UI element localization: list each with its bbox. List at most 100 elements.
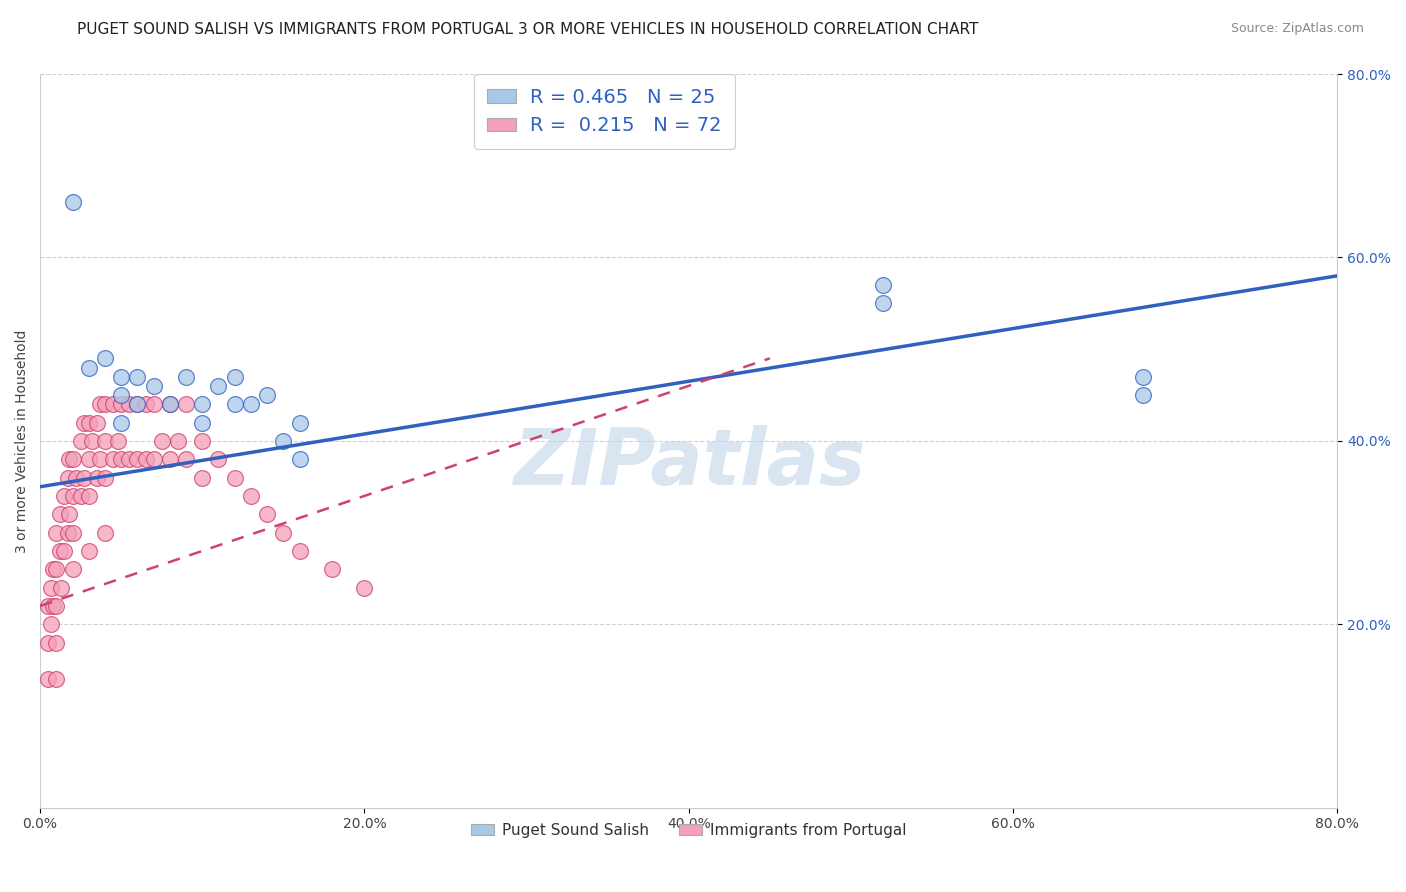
Point	[62, 525, 84, 540]
Point	[42, 599, 65, 613]
Legend: Puget Sound Salish, Immigrants from Portugal: Puget Sound Salish, Immigrants from Port…	[465, 817, 912, 844]
Point	[288, 416, 311, 430]
Point	[207, 452, 229, 467]
Point	[41, 581, 63, 595]
Point	[142, 452, 165, 467]
Point	[273, 434, 295, 448]
Point	[174, 369, 197, 384]
Point	[45, 673, 67, 687]
Point	[53, 489, 76, 503]
Point	[94, 434, 117, 448]
Point	[127, 369, 149, 384]
Text: Source: ZipAtlas.com: Source: ZipAtlas.com	[1230, 22, 1364, 36]
Point	[69, 489, 91, 503]
Point	[353, 581, 375, 595]
Point	[273, 525, 295, 540]
Point	[224, 397, 246, 411]
Point	[86, 470, 108, 484]
Point	[77, 544, 100, 558]
Point	[191, 416, 214, 430]
Point	[118, 452, 141, 467]
Point	[51, 581, 73, 595]
Point	[94, 470, 117, 484]
Point	[37, 635, 59, 649]
Point	[94, 351, 117, 366]
Point	[134, 397, 156, 411]
Point	[207, 379, 229, 393]
Point	[89, 397, 111, 411]
Point	[45, 562, 67, 576]
Point	[80, 434, 103, 448]
Point	[1132, 388, 1154, 402]
Point	[65, 470, 87, 484]
Point	[872, 296, 894, 310]
Point	[62, 195, 84, 210]
Point	[191, 434, 214, 448]
Point	[288, 452, 311, 467]
Point	[58, 508, 80, 522]
Point	[167, 434, 190, 448]
Point	[45, 525, 67, 540]
Point	[118, 397, 141, 411]
Point	[159, 397, 181, 411]
Point	[73, 416, 96, 430]
Point	[53, 544, 76, 558]
Point	[62, 562, 84, 576]
Point	[77, 452, 100, 467]
Point	[45, 635, 67, 649]
Point	[86, 416, 108, 430]
Point	[45, 599, 67, 613]
Point	[134, 452, 156, 467]
Point	[256, 508, 278, 522]
Point	[127, 397, 149, 411]
Point	[150, 434, 173, 448]
Point	[101, 397, 124, 411]
Point	[159, 397, 181, 411]
Point	[110, 369, 132, 384]
Point	[142, 379, 165, 393]
Y-axis label: 3 or more Vehicles in Household: 3 or more Vehicles in Household	[15, 329, 30, 552]
Point	[77, 360, 100, 375]
Point	[159, 452, 181, 467]
Point	[48, 544, 70, 558]
Point	[89, 452, 111, 467]
Point	[56, 470, 79, 484]
Point	[41, 617, 63, 632]
Point	[174, 397, 197, 411]
Point	[239, 489, 262, 503]
Point	[224, 369, 246, 384]
Point	[48, 508, 70, 522]
Point	[110, 397, 132, 411]
Point	[77, 489, 100, 503]
Point	[288, 544, 311, 558]
Point	[58, 452, 80, 467]
Point	[127, 452, 149, 467]
Point	[107, 434, 129, 448]
Point	[142, 397, 165, 411]
Point	[94, 397, 117, 411]
Point	[37, 599, 59, 613]
Point	[872, 277, 894, 292]
Point	[174, 452, 197, 467]
Point	[239, 397, 262, 411]
Point	[37, 673, 59, 687]
Point	[73, 470, 96, 484]
Point	[62, 452, 84, 467]
Point	[127, 397, 149, 411]
Point	[110, 416, 132, 430]
Point	[1132, 369, 1154, 384]
Point	[224, 470, 246, 484]
Point	[62, 489, 84, 503]
Point	[110, 388, 132, 402]
Point	[101, 452, 124, 467]
Text: PUGET SOUND SALISH VS IMMIGRANTS FROM PORTUGAL 3 OR MORE VEHICLES IN HOUSEHOLD C: PUGET SOUND SALISH VS IMMIGRANTS FROM PO…	[77, 22, 979, 37]
Point	[191, 470, 214, 484]
Point	[321, 562, 343, 576]
Point	[56, 525, 79, 540]
Point	[69, 434, 91, 448]
Point	[256, 388, 278, 402]
Text: ZIPatlas: ZIPatlas	[513, 425, 865, 501]
Point	[94, 525, 117, 540]
Point	[77, 416, 100, 430]
Point	[110, 452, 132, 467]
